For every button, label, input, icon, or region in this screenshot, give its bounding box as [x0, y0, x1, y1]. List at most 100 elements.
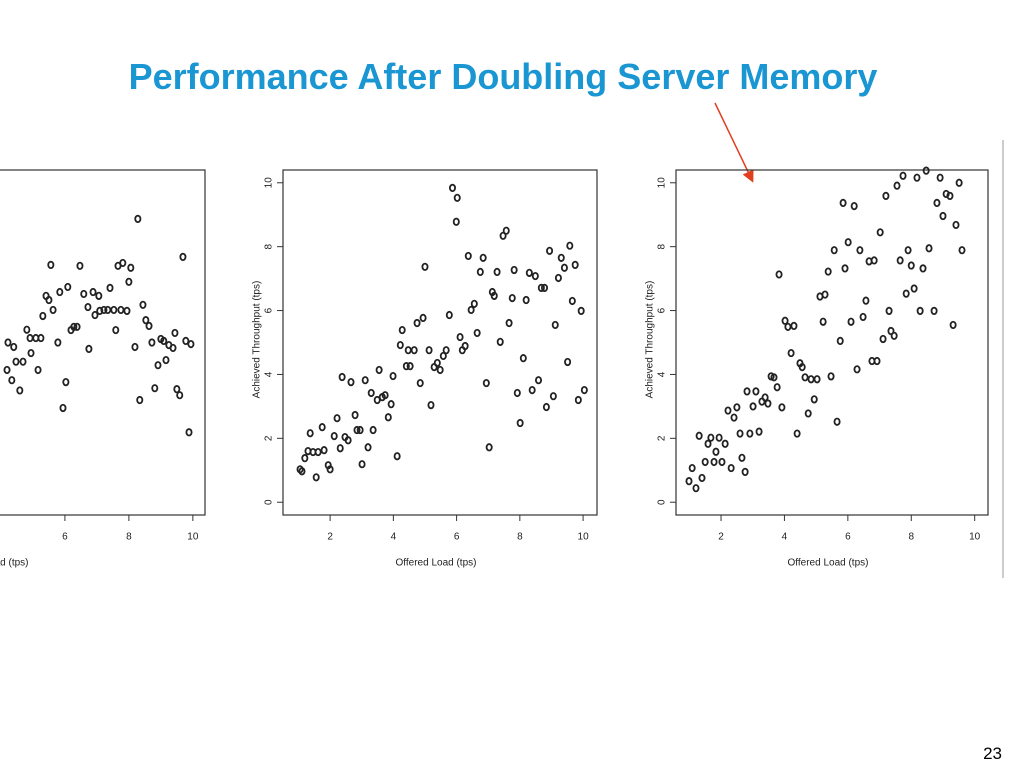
y-tick-label: 4	[657, 371, 668, 377]
point	[752, 387, 760, 396]
y-tick-label: 2	[264, 435, 275, 441]
point	[37, 333, 45, 343]
point	[692, 484, 700, 493]
point	[827, 372, 835, 381]
point	[764, 399, 772, 408]
point	[819, 317, 827, 326]
point	[320, 446, 328, 455]
point	[427, 401, 435, 410]
y-tick-label: 8	[657, 243, 668, 249]
point	[496, 337, 504, 346]
point	[781, 316, 789, 325]
point	[396, 340, 404, 350]
point	[473, 328, 481, 338]
x-tick-label: 10	[969, 532, 981, 543]
point	[813, 375, 821, 384]
point	[84, 302, 92, 312]
point	[298, 467, 306, 476]
point	[510, 265, 518, 275]
point	[850, 201, 858, 211]
x-tick-label: 8	[126, 532, 132, 543]
point	[142, 316, 150, 325]
point	[485, 443, 493, 452]
point	[919, 264, 927, 273]
point	[145, 321, 153, 330]
point	[733, 403, 741, 412]
point	[522, 295, 530, 305]
y-tick-label: 10	[657, 177, 668, 189]
x-tick-label: 4	[782, 532, 788, 543]
point	[698, 473, 706, 483]
point	[117, 305, 125, 315]
point	[882, 191, 890, 200]
point	[364, 443, 372, 452]
point	[461, 341, 469, 351]
point	[448, 183, 456, 192]
point	[3, 365, 11, 375]
point	[549, 392, 557, 401]
point	[96, 306, 104, 315]
plot-frame	[282, 169, 598, 516]
y-tick-label: 4	[264, 371, 275, 377]
point	[807, 375, 815, 384]
point	[306, 429, 314, 438]
point	[27, 348, 35, 358]
point	[384, 413, 392, 422]
x-tick-label: 2	[718, 532, 724, 543]
point	[946, 191, 954, 200]
point	[952, 220, 960, 230]
point	[770, 373, 778, 382]
point	[933, 198, 941, 208]
point	[187, 339, 195, 349]
point	[416, 378, 424, 388]
point	[707, 433, 715, 442]
point	[574, 395, 582, 405]
point	[389, 371, 397, 381]
point	[64, 282, 72, 292]
point	[508, 293, 516, 303]
point	[100, 305, 108, 315]
point	[333, 414, 341, 423]
page-number: 23	[983, 744, 1002, 763]
plot-frame	[675, 169, 989, 516]
point	[406, 362, 414, 371]
point	[47, 260, 55, 269]
point	[546, 246, 554, 255]
point	[847, 317, 855, 326]
point	[318, 423, 326, 432]
point	[862, 296, 870, 305]
point	[688, 463, 696, 473]
point	[853, 365, 861, 374]
point	[482, 378, 490, 388]
point	[537, 283, 545, 292]
point	[519, 354, 527, 363]
x-axis-label: Offered Load (tps)	[396, 558, 477, 569]
point	[54, 338, 62, 347]
point	[442, 346, 450, 355]
point	[410, 346, 418, 355]
point	[721, 439, 729, 448]
point	[314, 447, 322, 457]
pointer-arrow	[714, 102, 754, 183]
point	[528, 385, 536, 395]
point	[16, 386, 24, 395]
point	[490, 291, 498, 300]
point	[4, 338, 12, 347]
point	[387, 400, 395, 409]
x-axis-label: Offered Load (tps)	[0, 558, 28, 569]
point	[402, 362, 410, 371]
point	[351, 410, 359, 420]
x-tick-label: 6	[454, 532, 460, 543]
point	[413, 318, 421, 328]
point	[393, 452, 401, 461]
point	[913, 173, 921, 182]
point	[859, 312, 867, 322]
point	[162, 355, 170, 365]
point	[761, 393, 769, 402]
point	[899, 171, 907, 180]
point	[95, 291, 103, 300]
point	[856, 246, 864, 255]
point	[151, 384, 159, 393]
point	[718, 457, 726, 467]
point	[375, 365, 383, 375]
